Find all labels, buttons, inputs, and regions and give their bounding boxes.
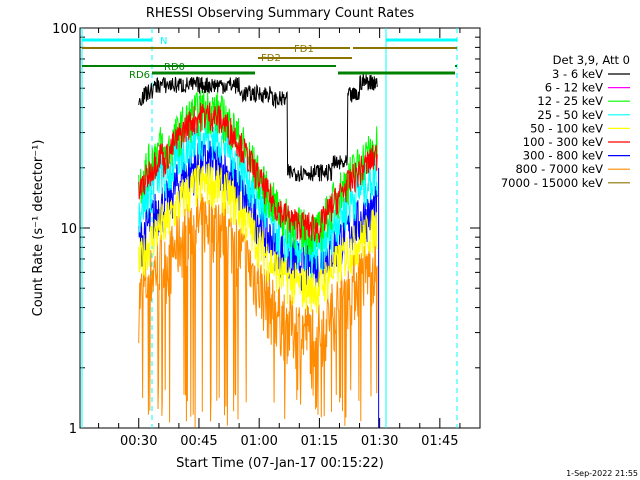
legend-entry-label: 6 - 12 keV [545,81,603,95]
y-axis-label: Count Rate (s⁻¹ detector⁻¹) [31,140,46,317]
y-tick-label: 100 [52,22,77,37]
marker-label-rd6: RD6 [129,70,150,81]
y-tick-label: 1 [69,422,77,437]
legend-entry-label: 3 - 6 keV [552,67,603,81]
x-axis-label: Start Time (07-Jan-17 00:15:22) [176,456,384,471]
series-line-4 [138,163,378,314]
legend-entry-label: 800 - 7000 keV [515,162,603,176]
footer-timestamp: 1-Sep-2022 21:55 [566,469,638,478]
x-tick-label: 00:30 [120,434,157,449]
marker-label-fd1: FD1 [294,44,314,55]
x-tick-label: 01:45 [421,434,458,449]
legend-entry-label: 12 - 25 keV [537,94,603,108]
x-tick-label: 01:30 [361,434,398,449]
x-tick-label: 01:15 [301,434,338,449]
legend-entry-label: 7000 - 15000 keV [501,176,603,190]
series-line-7 [138,193,378,428]
series-line-5 [138,102,378,243]
x-tick-label: 00:45 [180,434,217,449]
legend-entry-label: 300 - 800 keV [523,149,603,163]
x-tick-label: 01:00 [240,434,277,449]
y-tick-label: 10 [60,222,77,237]
plot-area: 1 10 100 00:30 00:45 01:00 01:15 01:30 01:45 N FD1… [52,22,481,449]
marker-label-rd0: RD0 [164,62,185,73]
legend-entry-label: 50 - 100 keV [530,121,603,135]
chart-title: RHESSI Observing Summary Count Rates [146,6,415,21]
marker-label-fd2: FD2 [261,53,281,64]
legend-header: Det 3,9, Att 0 [553,53,630,67]
series-line-0 [138,73,378,182]
marker-label-n: N [160,36,167,47]
legend-entry-label: 100 - 300 keV [523,135,603,149]
legend-entry-label: 25 - 50 keV [537,108,603,122]
